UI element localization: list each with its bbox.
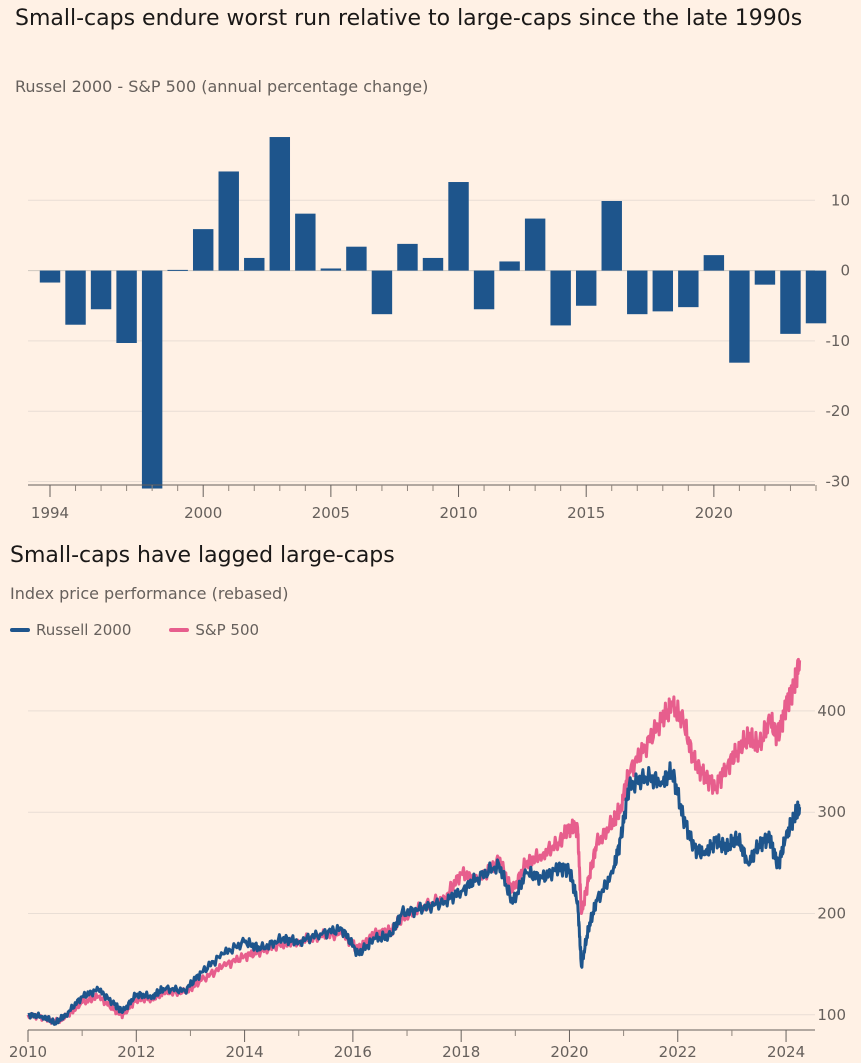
x-tick-label-2000: 2000 [184,504,222,522]
bar-2004 [295,213,316,271]
bar-2003 [269,137,291,271]
bar-1994 [39,270,61,283]
y-tick-label-0: 0 [840,262,850,280]
bar-2022 [754,270,776,285]
bar-chart-annual-difference: 10 0 -10 -20 -30 1994 2000 2005 2010 2015 2020 [28,137,851,522]
y-tick-label-300: 300 [817,803,846,821]
y-tick-label--20: -20 [826,402,851,420]
bar-1995 [65,270,86,325]
x-tick-label-2005: 2005 [312,504,350,522]
y-tick-label--10: -10 [826,332,851,350]
x-tick-label-2010: 2010 [439,504,477,522]
bar-2010 [448,182,469,271]
x-tick-label-2022: 2022 [659,1043,697,1061]
bar-2007 [371,270,393,315]
legend-swatch-sp500 [169,628,190,632]
series-line-sp-500 [26,657,802,1025]
bar-2009 [422,257,444,271]
legend-item-sp500: S&P 500 [169,621,259,639]
x-tick-label-2015: 2015 [567,504,605,522]
bar-2008 [397,243,418,271]
x-tick-label-2024: 2024 [767,1043,805,1061]
bar-1998 [141,270,163,489]
x-tick-label-2018: 2018 [442,1043,480,1061]
bar-2002 [244,257,265,271]
bar-2018 [652,270,674,312]
bar-2023 [780,270,801,334]
bar-2014 [550,270,571,326]
chart-subtitle-rebased: Index price performance (rebased) [10,584,289,603]
bar-2012 [499,261,520,271]
bar-1996 [90,270,112,310]
x-tick-label-2020: 2020 [550,1043,588,1061]
bar-2019 [678,270,699,308]
bar-2024 [805,270,827,324]
line-chart-index-performance: 100 200 300 400 2010 2012 2014 2016 2018 2020 2022… [9,657,846,1061]
x-tick-label-2020: 2020 [695,504,733,522]
chart-title-lagged: Small-caps have lagged large-caps [10,543,395,568]
legend-swatch-russell [10,628,30,632]
legend: Russell 2000 S&P 500 [10,621,259,639]
y-tick-label-100: 100 [817,1006,846,1024]
x-tick-label-2014: 2014 [225,1043,263,1061]
bar-2017 [627,270,648,315]
chart-subtitle-annual-change: Russel 2000 - S&P 500 (annual percentage… [15,77,429,96]
bar-2006 [346,246,367,271]
bar-2021 [729,270,750,363]
bar-2005 [320,268,342,271]
bar-2013 [524,218,546,271]
legend-label-sp500: S&P 500 [195,621,260,639]
x-tick-label-2010: 2010 [9,1043,47,1061]
legend-label-russell: Russell 2000 [36,621,132,639]
bar-1997 [116,270,137,343]
series-line-russell-2000 [27,761,802,1026]
bar-2016 [601,201,622,271]
bar-1999 [167,269,188,271]
chart-title-relative-performance: Small-caps endure worst run relative to … [15,6,803,31]
bar-2000 [192,229,214,271]
bar-2001 [218,171,239,271]
y-tick-label--30: -30 [826,472,851,490]
x-tick-label-2012: 2012 [117,1043,155,1061]
bar-2020 [703,255,725,271]
x-tick-label-2016: 2016 [334,1043,372,1061]
bar-2011 [473,270,495,310]
y-tick-label-200: 200 [817,905,846,923]
y-tick-label-400: 400 [817,702,846,720]
bar-2015 [575,270,597,306]
legend-item-russell: Russell 2000 [10,621,131,639]
y-tick-label-10: 10 [831,191,850,209]
x-tick-label-1994: 1994 [31,504,69,522]
